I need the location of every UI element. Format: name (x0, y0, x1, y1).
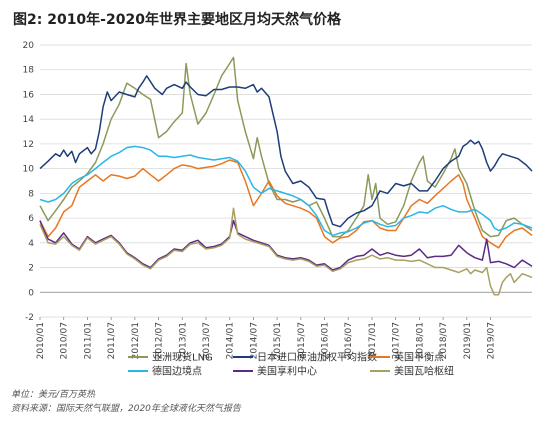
legend-label-3: 英国平衡点 (394, 351, 444, 364)
x-tick-label: 2017/07 (392, 322, 402, 359)
x-tick-label: 2016/07 (344, 322, 354, 359)
y-tick-label: 2 (28, 264, 34, 274)
x-tick-label: 2018/07 (439, 322, 449, 359)
legend-label-5: 美国享利中心 (257, 365, 317, 378)
y-tick-label: 0 (28, 288, 34, 298)
legend-label-6: 美国瓦哈枢纽 (394, 365, 454, 378)
unit-note: 单位：美元/百万英热 (11, 390, 96, 400)
y-tick-label: 4 (28, 239, 34, 249)
series-line-6 (39, 207, 533, 296)
y-tick-label: 10 (23, 165, 35, 175)
y-tick-label: 18 (23, 66, 35, 76)
y-tick-label: 20 (23, 41, 35, 51)
x-tick-label: 2014/07 (249, 322, 259, 359)
x-tick-label: 2011/01 (83, 322, 93, 359)
x-tick-label: 2010/01 (36, 322, 46, 359)
x-tick-label: 2012/07 (155, 322, 165, 359)
x-tick-label: 2017/01 (368, 322, 378, 359)
series-line-1 (39, 56, 533, 238)
y-tick-label: 6 (28, 214, 34, 224)
x-tick-label: 2015/01 (273, 322, 283, 359)
y-tick-label: 14 (23, 115, 35, 125)
x-tick-label: 2010/07 (60, 322, 70, 359)
y-tick-label: -2 (25, 313, 34, 323)
y-tick-label: 12 (23, 140, 34, 150)
legend-label-1: 亚洲现货LNG (152, 351, 213, 364)
x-tick-label: 2013/01 (178, 322, 188, 359)
series-line-5 (39, 219, 533, 271)
chart-title: 图2: 2010年-2020年世界主要地区月均天然气价格 (13, 12, 341, 28)
x-tick-label: 2016/01 (321, 322, 331, 359)
y-tick-label: 16 (23, 90, 35, 100)
x-tick-label: 2014/01 (226, 322, 236, 359)
x-tick-label: 2019/01 (463, 322, 473, 359)
x-tick-label: 2011/07 (107, 322, 117, 359)
legend-label-2: 日本进口原油加权平均指数 (257, 351, 377, 364)
y-tick-label: 8 (28, 189, 34, 199)
x-tick-label: 2013/07 (202, 322, 212, 359)
series-line-2 (39, 75, 533, 228)
source-note: 资料来源：国际天然气联盟，2020年全球液化天然气报告 (11, 404, 241, 414)
x-tick-label: 2019/07 (487, 322, 497, 359)
series-line-4 (39, 145, 533, 237)
x-tick-label: 2018/01 (415, 322, 425, 359)
legend-label-4: 德国边境点 (152, 365, 202, 378)
series-line-3 (39, 159, 533, 249)
x-tick-label: 2012/01 (131, 322, 141, 359)
x-tick-label: 2015/07 (297, 322, 307, 359)
